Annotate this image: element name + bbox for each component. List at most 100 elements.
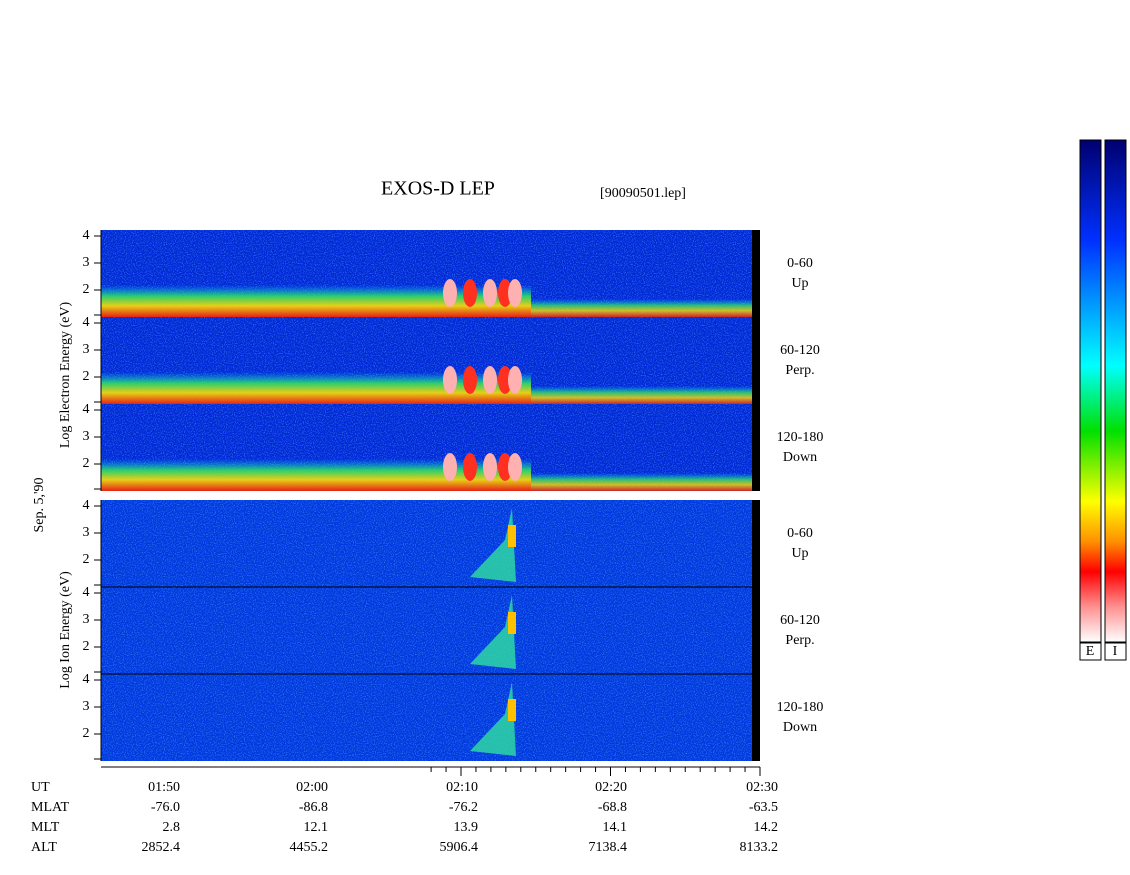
spectrogram-burst [443,366,457,394]
y-tick-label: 3 [83,342,90,357]
panel-edge [752,317,760,404]
panel-direction: Down [783,450,817,465]
spectrogram-burst [470,682,516,756]
y-tick-label: 3 [83,525,90,540]
colorbar-label-box [1079,642,1102,661]
row-value: 01:50 [148,780,180,795]
row-value: 02:00 [296,780,328,795]
spectrogram-burst [463,453,477,481]
spectrogram-band [101,372,531,404]
y-tick-label: 2 [83,639,90,654]
row-value: 5906.4 [440,840,479,855]
row-value: 12.1 [304,820,329,835]
colorbar-label: E [1086,644,1095,659]
spectrogram-band [101,285,531,317]
row-value: 02:10 [446,780,478,795]
spectrogram-burst [508,612,516,634]
spectrogram-burst [443,279,457,307]
panel-direction: Up [791,276,808,291]
row-label: MLAT [31,800,70,815]
y-tick-label: 2 [83,456,90,471]
colorbar [1104,139,1127,643]
panel-edge [752,500,760,587]
spectrogram-burst [470,595,516,669]
row-value: 13.9 [454,820,479,835]
spectrogram-burst [498,279,512,307]
spectrogram-burst [508,279,522,307]
spectrogram-burst [470,508,516,582]
row-value: -68.8 [598,800,627,815]
spectrogram-burst [463,366,477,394]
spectrogram-band [531,299,752,317]
row-value: 02:30 [746,780,778,795]
panel-range: 0-60 [787,526,813,541]
panel-edge [752,404,760,491]
panel-range: 60-120 [780,613,820,628]
panel-range: 60-120 [780,343,820,358]
spectrogram-burst [498,366,512,394]
spectrogram-band [531,473,752,491]
panel-range: 120-180 [777,700,824,715]
title: EXOS-D LEP [381,178,495,200]
spectrogram-band [531,386,752,404]
row-value: 02:20 [595,780,627,795]
colorbar [1079,139,1102,643]
spectrogram-noise [101,674,752,761]
y-tick-label: 4 [83,315,90,330]
row-value: 8133.2 [740,840,779,855]
y-tick-label: 4 [83,672,90,687]
y-tick-label: 2 [83,282,90,297]
y-tick-label: 2 [83,552,90,567]
row-value: -63.5 [749,800,778,815]
spectrogram-band [101,459,531,491]
spectrogram-burst [463,279,477,307]
file-name: [90090501.lep] [600,186,686,201]
panel-direction: Down [783,720,817,735]
electron-axis-label: Log Electron Energy (eV) [58,302,73,449]
y-tick-label: 2 [83,726,90,741]
row-value: 4455.2 [290,840,329,855]
row-value: -76.2 [449,800,478,815]
spectrogram-burst [508,366,522,394]
y-tick-label: 3 [83,255,90,270]
spectrogram-noise [101,587,752,674]
row-value: 14.2 [754,820,779,835]
row-label: MLT [31,820,60,835]
y-tick-label: 2 [83,369,90,384]
y-tick-label: 3 [83,612,90,627]
panel-range: 120-180 [777,430,824,445]
y-tick-label: 3 [83,699,90,714]
colorbar-label-box [1104,642,1127,661]
y-tick-label: 4 [83,498,90,513]
spectrogram-burst [508,453,522,481]
panel-direction: Perp. [785,633,814,648]
panel-edge [752,587,760,674]
row-value: 2.8 [163,820,181,835]
spectrogram-burst [508,699,516,721]
panel-range: 0-60 [787,256,813,271]
y-tick-label: 3 [83,429,90,444]
row-value: 2852.4 [142,840,181,855]
spectrogram-burst [443,453,457,481]
colorbar-label: I [1113,644,1118,659]
row-value: -86.8 [299,800,328,815]
ion-axis-label: Log Ion Energy (eV) [58,571,73,689]
spectrogram-burst [483,453,497,481]
panel-direction: Perp. [785,363,814,378]
date-label: Sep. 5,'90 [32,477,47,532]
y-tick-label: 4 [83,228,90,243]
row-value: 14.1 [603,820,628,835]
row-value: -76.0 [151,800,180,815]
spectrogram-noise [101,500,752,587]
panel-edge [752,674,760,761]
spectrogram-burst [483,279,497,307]
y-tick-label: 4 [83,585,90,600]
spectrogram-burst [498,453,512,481]
panel-edge [752,230,760,317]
spectrogram-burst [508,525,516,547]
row-label: ALT [31,840,57,855]
panel-direction: Up [791,546,808,561]
spectrogram-burst [483,366,497,394]
row-value: 7138.4 [589,840,628,855]
